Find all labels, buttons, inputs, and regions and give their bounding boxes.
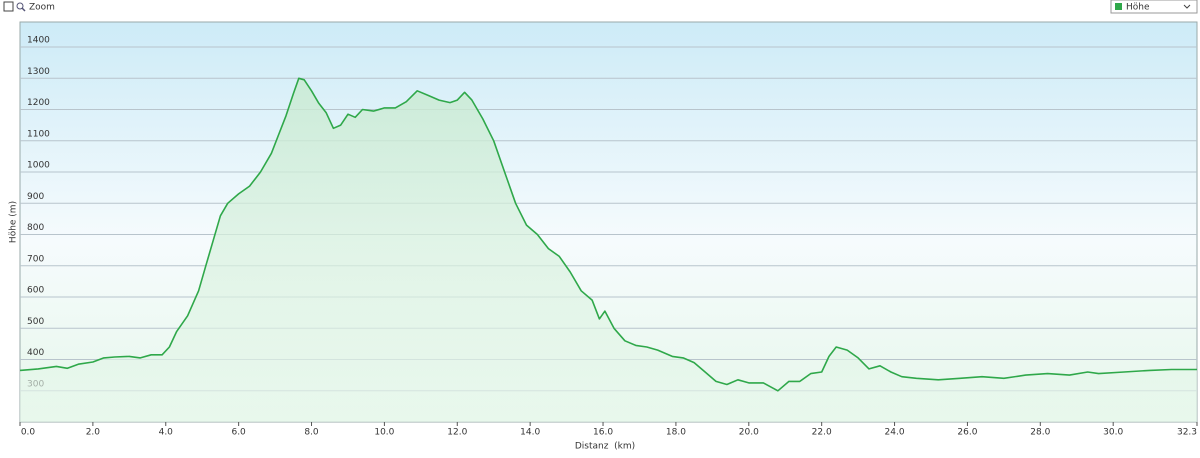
x-tick-label: 32.3 [1177,428,1197,438]
x-tick-label: 8.0 [304,428,319,438]
x-tick-label: 4.0 [159,428,174,438]
x-tick-label: 14.0 [520,428,540,438]
x-tick-label: 28.0 [1030,428,1050,438]
x-tick-label: 0.0 [21,428,36,438]
x-axis-label: Distanz (km) [575,442,635,452]
toolbar: Zoom Höhe [3,0,1198,14]
y-tick-label: 500 [27,317,44,327]
x-tick-label: 30.0 [1103,428,1123,438]
x-tick-label: 18.0 [666,428,686,438]
x-tick-label: 26.0 [957,428,977,438]
zoom-icon-handle [21,7,26,12]
x-tick-label: 16.0 [593,428,613,438]
y-tick-label: 800 [27,223,44,233]
elevation-line [19,77,1197,392]
y-tick-label: 1200 [27,98,50,108]
plot: 3004005006007008009001000110012001300140… [19,36,1198,438]
zoom-icon [16,2,24,10]
y-tick-label: 600 [27,286,44,296]
area-fill [20,78,1197,423]
x-tick-label: 2.0 [86,428,101,438]
zoom-checkbox[interactable] [3,1,14,12]
y-tick-label: 900 [27,192,44,202]
y-tick-label: 700 [27,254,44,264]
dropdown-arrow [1183,4,1191,9]
y-tick-label: 400 [27,348,44,358]
y-tick-label: 1400 [27,36,50,46]
x-tick-label: 12.0 [447,428,467,438]
x-tick-label: 6.0 [231,428,246,438]
legend-label: Höhe [1126,3,1150,13]
x-tick-label: 24.0 [885,428,905,438]
x-tick-label: 10.0 [374,428,394,438]
y-axis-label: Höhe (m) [9,201,19,243]
y-tick-label: 1000 [27,161,50,171]
series-dropdown[interactable] [1110,0,1198,14]
legend-swatch [1115,3,1122,10]
y-tick-label: 1100 [27,129,50,139]
y-tick-label: 1300 [27,67,50,77]
x-tick-label: 22.0 [812,428,832,438]
zoom-label: Zoom [29,3,55,13]
x-tick-label: 20.0 [739,428,759,438]
